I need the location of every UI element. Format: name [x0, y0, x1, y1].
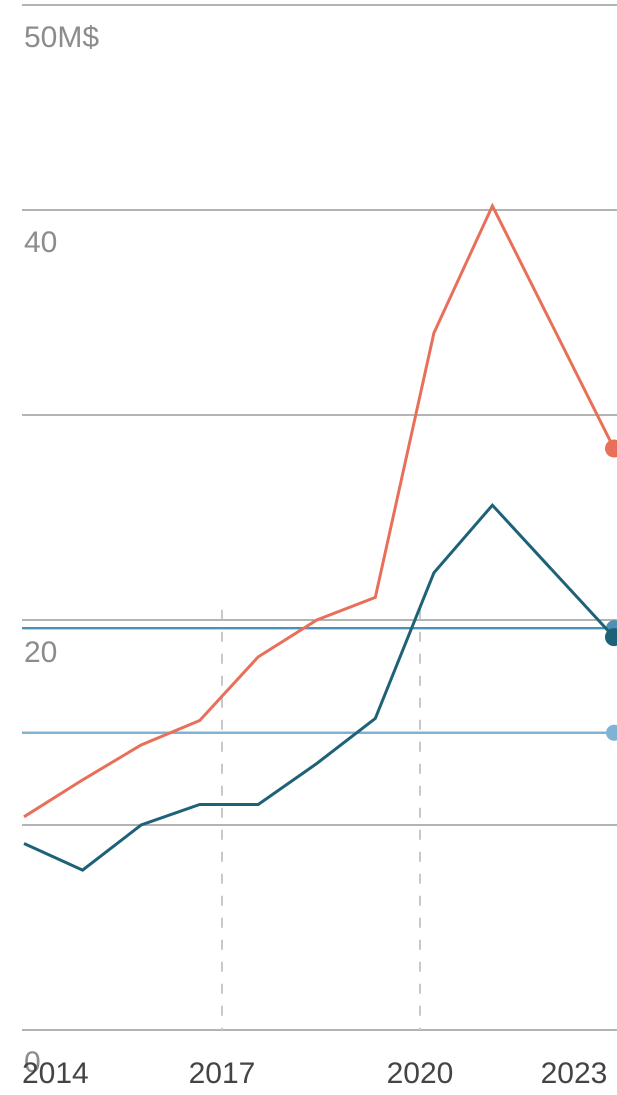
year-markers	[221, 609, 421, 1030]
series-line-2	[23, 502, 553, 872]
series-tail-2	[549, 567, 616, 639]
grid-lines	[22, 4, 617, 1031]
y-tick-label-40: 40	[24, 226, 57, 259]
y-tick-label-50: 50M$	[24, 21, 99, 54]
x-tick-label-2014: 2014	[22, 1057, 89, 1090]
x-tick-label-2023: 2023	[541, 1057, 608, 1090]
x-tick-label-2017: 2017	[189, 1057, 256, 1090]
series-tail-1	[549, 322, 616, 450]
x-tick-labels: 2014 2017 2020 2023	[22, 1057, 607, 1090]
y-tick-label-20: 20	[24, 636, 57, 669]
reference-lines	[22, 620, 617, 741]
series-line-1	[23, 202, 553, 819]
series-endpoint-2	[605, 628, 617, 647]
series-endpoint-1	[605, 439, 617, 458]
x-tick-label-2020: 2020	[387, 1057, 454, 1090]
y-tick-labels: 0 20 40 50M$	[24, 21, 99, 1079]
y-tick-label-0: 0	[24, 1046, 41, 1079]
series-lines	[23, 202, 617, 872]
reference-endpoint-2	[606, 724, 617, 741]
